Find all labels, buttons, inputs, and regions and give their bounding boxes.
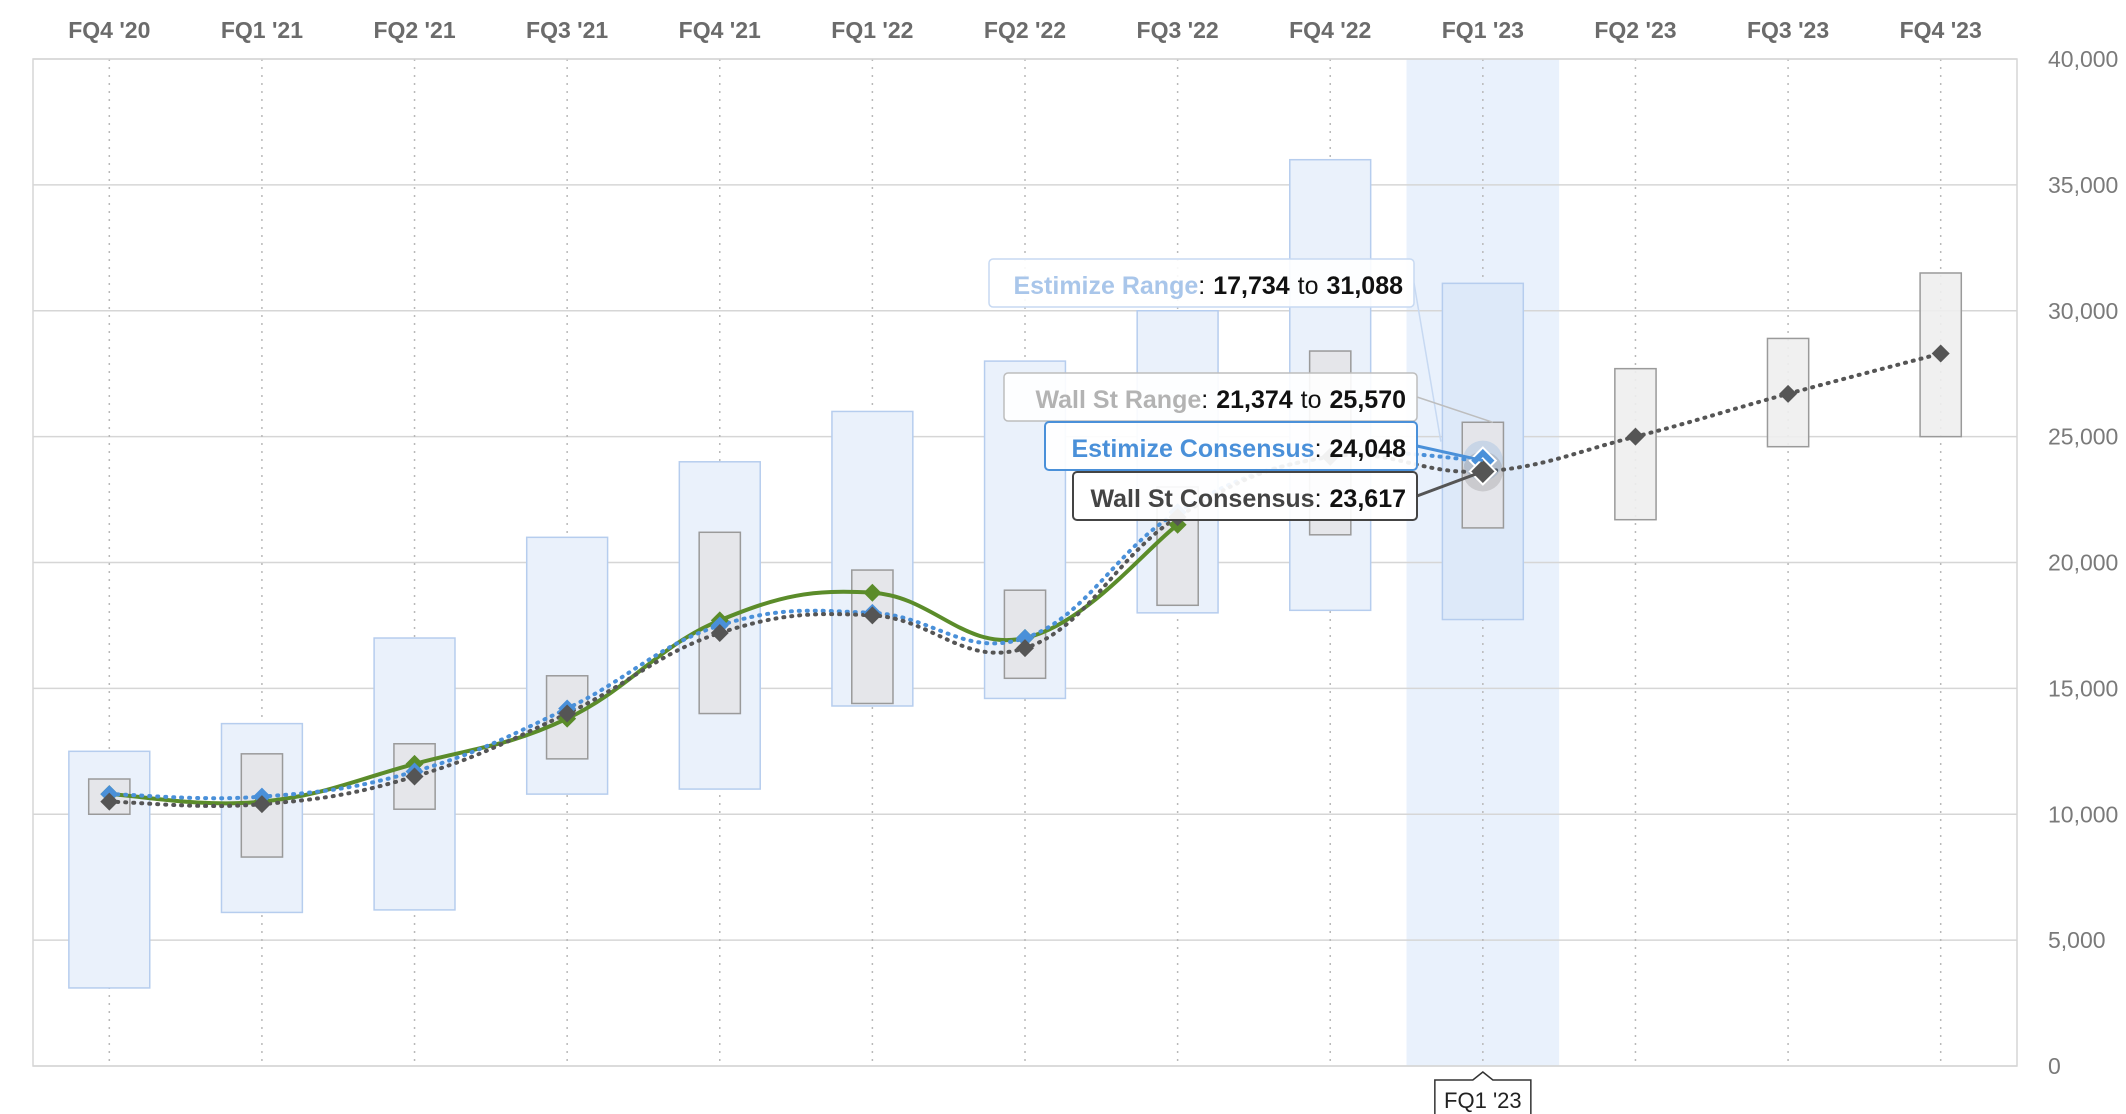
wallst-range-box (545, 675, 589, 760)
estimize-consensus-marker (1016, 629, 1034, 648)
y-tick-label: 0 (2048, 1053, 2061, 1079)
x-tick-label: FQ4 '20 (68, 17, 150, 43)
crosshair-label: FQ1 '23 (1434, 1071, 1532, 1114)
x-tick-label: FQ4 '21 (679, 17, 761, 43)
wallst-consensus-sep: : (1315, 485, 1322, 513)
wallst-consensus-marker (710, 623, 729, 642)
x-tick-label: FQ4 '22 (1289, 17, 1371, 43)
wallst-consensus-tooltip-text: Wall St Consensus: 23,617 (1090, 485, 1406, 513)
plot-border (32, 58, 2018, 1067)
wallst-consensus-marker (1931, 344, 1950, 363)
x-tick-label: FQ3 '22 (1137, 17, 1219, 43)
wallst-consensus-marker (1468, 457, 1498, 486)
x-tick-label: FQ3 '21 (526, 17, 608, 43)
y-tick-label: 10,000 (2048, 801, 2118, 827)
series-markers (100, 344, 1950, 814)
y-axis-ticks: 0 5,000 10,000 15,000 20,000 25,000 30,000 35,0… (2048, 46, 2118, 1079)
wallst-consensus-marker (1626, 427, 1645, 446)
estimize-consensus-label: Estimize Consensus (1071, 435, 1314, 463)
wallst-consensus-label: Wall St Consensus (1090, 485, 1314, 513)
crosshair-label-text: FQ1 '23 (1444, 1088, 1522, 1113)
wallst-consensus-marker (558, 704, 577, 723)
tooltip-group: Estimize Range: 17,734 to 31,088 Wall St Ra… (988, 258, 1494, 521)
wallst-consensus-tooltip: Wall St Consensus: 23,617 (1072, 471, 1418, 521)
x-tick-label: FQ2 '22 (984, 17, 1066, 43)
estimize-consensus-tooltip-box (1044, 421, 1418, 471)
estimize-consensus-value: 24,048 (1330, 435, 1407, 463)
x-tick-label: FQ1 '21 (221, 17, 303, 43)
wallst-consensus-marker (1016, 639, 1034, 658)
grid-lines (33, 58, 2017, 1067)
y-tick-label: 25,000 (2048, 424, 2118, 450)
wallst-range-high: 25,570 (1330, 386, 1406, 414)
x-tick-label: FQ4 '23 (1900, 17, 1982, 43)
estimize-consensus-tooltip-text: Estimize Consensus: 24,048 (1071, 435, 1406, 463)
estimize-range-tooltip-text: Estimize Range: 17,734 to 31,088 (1013, 272, 1403, 300)
estimize-consensus-tooltip: Estimize Consensus: 24,048 (1044, 421, 1418, 471)
estimize-range-low: 17,734 (1213, 272, 1290, 300)
wallst-consensus-marker (252, 795, 271, 814)
wallst-consensus-value: 23,617 (1330, 485, 1406, 513)
actual-marker (863, 583, 882, 602)
wallst-range-to: to (1301, 386, 1322, 414)
y-tick-label: 20,000 (2048, 550, 2118, 576)
estimize-range-label: Estimize Range (1013, 272, 1198, 300)
wallst-range-low: 21,374 (1216, 386, 1293, 414)
estimize-range-high: 31,088 (1327, 272, 1404, 300)
estimize-range-tooltip: Estimize Range: 17,734 to 31,088 (988, 258, 1415, 308)
x-tick-label: FQ2 '21 (373, 17, 455, 43)
y-tick-label: 5,000 (2048, 927, 2106, 953)
y-tick-label: 30,000 (2048, 298, 2118, 324)
wallst-consensus-marker (100, 792, 119, 811)
y-tick-label: 40,000 (2048, 46, 2118, 72)
estimize-range-tooltip-box (988, 258, 1415, 308)
estimize-range-to: to (1298, 272, 1319, 300)
wallst-consensus-connector (1416, 470, 1484, 498)
y-tick-label: 35,000 (2048, 172, 2118, 198)
x-tick-label: FQ1 '23 (1442, 17, 1524, 43)
x-tick-label: FQ2 '23 (1594, 17, 1676, 43)
wallst-range-tooltip-text: Wall St Range: 21,374 to 25,570 (1035, 386, 1406, 414)
crosshair-label-box (1434, 1071, 1532, 1114)
estimize-consensus-line (107, 450, 1485, 801)
wallst-range-tooltip: Wall St Range: 21,374 to 25,570 (1003, 372, 1418, 422)
wallst-range-connector (1416, 396, 1494, 423)
wallst-range-sep: : (1201, 386, 1208, 414)
y-tick-label: 15,000 (2048, 675, 2118, 701)
wallst-consensus-marker (405, 767, 424, 786)
estimize-range-connector (1413, 282, 1442, 442)
wallst-consensus-marker (863, 606, 882, 625)
estimize-consensus-sep: : (1315, 435, 1322, 463)
x-tick-label: FQ3 '23 (1747, 17, 1829, 43)
estimize-consensus-connector (1416, 444, 1484, 463)
estimize-range-sep: : (1198, 272, 1205, 300)
wallst-consensus-marker (1779, 384, 1798, 403)
wallst-consensus-tooltip-box (1072, 471, 1418, 521)
wallst-range-label: Wall St Range (1035, 386, 1201, 414)
x-axis-ticks: FQ4 '20 FQ1 '21 FQ2 '21 FQ3 '21 FQ4 '21 FQ1 '… (68, 17, 1982, 43)
x-tick-label: FQ1 '22 (831, 17, 913, 43)
